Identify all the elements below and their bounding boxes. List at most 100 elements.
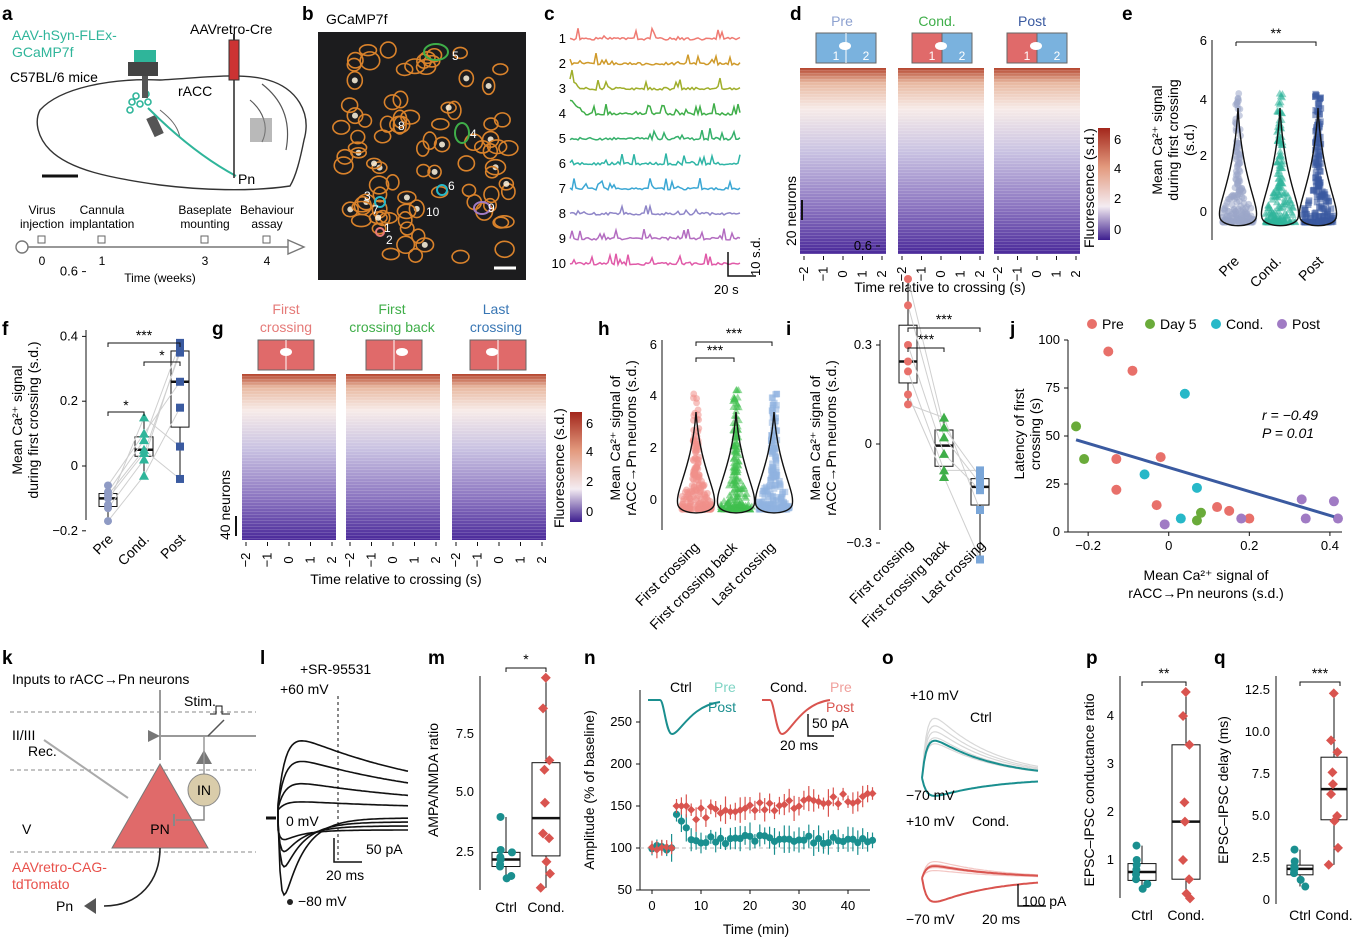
violin-point — [691, 455, 699, 462]
box-point — [1332, 747, 1343, 758]
box-point — [496, 812, 505, 821]
violin-point — [769, 401, 777, 408]
heatmap-g3-rows — [452, 374, 546, 540]
d-chamber-1b: 1 — [929, 49, 936, 63]
fov-roi — [353, 195, 372, 216]
l-trace — [277, 818, 408, 868]
box-point — [104, 500, 112, 509]
fov-roi — [483, 197, 498, 213]
fov-bright-cell — [439, 141, 446, 148]
violin-point — [1315, 133, 1322, 141]
violin-point — [1325, 197, 1333, 205]
box-point — [496, 846, 505, 854]
fov-roi — [458, 69, 475, 88]
projection-tract — [147, 107, 237, 177]
d-cond-cond: Cond. — [918, 13, 955, 29]
n-point-cond — [711, 805, 720, 814]
l-vtop: +60 mV — [280, 681, 329, 697]
box-point — [104, 517, 112, 526]
violin-point — [731, 436, 740, 444]
q-group-ctrl: Ctrl — [1289, 907, 1311, 923]
n-point-ctrl — [721, 840, 730, 848]
e-ylabel-3: (s.d.) — [1181, 124, 1197, 156]
box-point — [544, 833, 555, 844]
d-chamber-2a: 2 — [863, 49, 870, 63]
trace-label-7: 7 — [559, 181, 566, 196]
p-sig-bracket — [1141, 681, 1187, 686]
violin-point — [1315, 178, 1322, 186]
panel-h: 6 4 2 0 Mean Ca²⁺ signal of rACC→Pn neur… — [607, 325, 794, 633]
fov-roi — [399, 221, 415, 236]
violin-point — [779, 504, 786, 511]
violin-outline — [1260, 107, 1300, 227]
trace-label-3: 3 — [559, 81, 566, 96]
panel-c: 1 2 3 4 5 6 7 8 9 10 10 s.d. 20 s — [552, 26, 763, 297]
o-epsc-ipsc-traces — [921, 717, 1039, 903]
f-group-pre: Pre — [89, 531, 116, 558]
tl-1-l2: implantation — [70, 217, 135, 231]
d-chamber-2b: 2 — [959, 49, 966, 63]
violin-point — [1313, 144, 1320, 152]
m-ytick-50: 5.0 — [456, 784, 474, 799]
j-point — [1328, 496, 1339, 507]
d-cbar-0: 0 — [1114, 222, 1121, 237]
violin-point — [1315, 153, 1322, 160]
p-ytick-4: 4 — [1107, 708, 1114, 723]
m-ylabel: AMPA/NMDA ratio — [425, 723, 441, 837]
fov-roi — [452, 46, 469, 60]
heatmap-g2-rows — [346, 374, 440, 540]
violin-point — [743, 503, 752, 511]
violin-point — [1277, 164, 1286, 172]
violin-point — [769, 472, 777, 480]
n-ylabel: Amplitude (% of baseline) — [581, 710, 597, 870]
k-synapse-1 — [148, 730, 160, 742]
j-ytick-label: 75 — [1046, 380, 1060, 395]
fov-roi — [346, 51, 364, 69]
panel-m: 7.5 5.0 2.5 AMPA/NMDA ratio * Ctrl Cond. — [425, 651, 565, 915]
violin-point — [738, 485, 747, 493]
violin-point — [786, 503, 793, 510]
x-tick-label: 2 — [972, 270, 987, 277]
panel-label-i: i — [786, 319, 791, 340]
j-point — [1139, 469, 1150, 480]
k-layer-23: II/III — [12, 727, 35, 743]
violin-point — [773, 402, 780, 409]
violin-point — [779, 490, 786, 497]
n-xlabel: Time (min) — [723, 921, 789, 937]
violin-point — [692, 496, 699, 504]
h-ylabel-2: rACC→Pn neurons (s.d.) — [623, 360, 639, 516]
fov-bright-cell — [421, 241, 428, 248]
gcamp-title: GCaMP7f — [326, 11, 388, 27]
violin-point — [734, 451, 743, 459]
violin-point — [731, 496, 740, 504]
violin-point — [776, 477, 783, 485]
violin-point — [1247, 212, 1255, 220]
box-point — [904, 275, 912, 283]
j-point — [1079, 454, 1090, 465]
x-tick-label: 2 — [324, 556, 339, 563]
h-sig-2: *** — [707, 342, 724, 358]
violin-point — [1245, 200, 1253, 208]
n-point-ctrl — [815, 835, 823, 843]
timeline-start — [15, 240, 29, 254]
cerebellum-shade — [250, 118, 272, 142]
box-point — [104, 491, 112, 500]
box-point — [976, 479, 984, 488]
fov-roi — [493, 112, 511, 128]
n-xtick-label: 20 — [743, 898, 757, 913]
violin-point — [730, 485, 739, 493]
violin-point — [768, 468, 775, 475]
box-point — [1180, 687, 1191, 697]
panel-e: 6 4 2 0 Mean Ca²⁺ signal during first cr… — [1149, 25, 1338, 291]
x-tick-label: −1 — [816, 267, 831, 282]
n-point-cond — [701, 813, 710, 822]
violin-point — [1316, 111, 1323, 118]
f-sig-2: * — [123, 397, 129, 413]
violin-point — [732, 407, 741, 415]
j-stat-p: P = 0.01 — [1262, 425, 1314, 441]
panel-label-h: h — [598, 319, 610, 340]
n-point-ctrl — [717, 834, 725, 842]
fov-roi — [385, 174, 400, 191]
g-cond-3-l2: crossing — [470, 319, 522, 335]
violin-point — [1312, 159, 1319, 167]
